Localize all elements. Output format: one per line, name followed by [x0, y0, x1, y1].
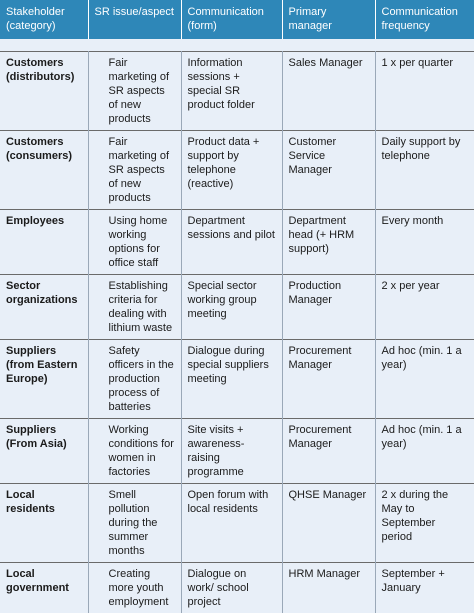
table-row: Suppliers (From Asia) Working conditions…	[0, 419, 474, 484]
table-row: Customers (distributors) Fair marketing …	[0, 52, 474, 131]
communication-form-cell: Site visits + awareness-raising programm…	[181, 419, 282, 484]
header-communication-form: Communication (form)	[181, 0, 282, 39]
issue-cell: Fair marketing of SR aspects of new prod…	[88, 131, 181, 210]
issue-cell: Fair marketing of SR aspects of new prod…	[88, 52, 181, 131]
issue-cell: Smell pollution during the summer months	[88, 484, 181, 563]
frequency-cell: 2 x during the May to September period	[375, 484, 474, 563]
table-body: Customers (distributors) Fair marketing …	[0, 39, 474, 613]
table-row: Sector organizations Establishing criter…	[0, 275, 474, 340]
frequency-cell: 2 x per year	[375, 275, 474, 340]
table-header: Stakeholder (category) SR issue/aspect C…	[0, 0, 474, 39]
stakeholder-cell: Local residents	[0, 484, 88, 563]
spacer-cell	[0, 39, 474, 52]
frequency-cell: Ad hoc (min. 1 a year)	[375, 340, 474, 419]
stakeholder-cell: Customers (consumers)	[0, 131, 88, 210]
communication-form-cell: Open forum with local residents	[181, 484, 282, 563]
stakeholder-cell: Suppliers (from Eastern Europe)	[0, 340, 88, 419]
manager-cell: Procurement Manager	[282, 340, 375, 419]
communication-form-cell: Information sessions + special SR produc…	[181, 52, 282, 131]
stakeholder-cell: Sector organizations	[0, 275, 88, 340]
stakeholder-cell: Customers (distributors)	[0, 52, 88, 131]
table-row: Customers (consumers) Fair marketing of …	[0, 131, 474, 210]
header-spacer	[0, 39, 474, 52]
frequency-cell: Daily support by telephone	[375, 131, 474, 210]
manager-cell: Department head (+ HRM support)	[282, 210, 375, 275]
frequency-cell: Every month	[375, 210, 474, 275]
header-issue: SR issue/aspect	[88, 0, 181, 39]
manager-cell: HRM Manager	[282, 563, 375, 613]
header-stakeholder: Stakeholder (category)	[0, 0, 88, 39]
issue-cell: Safety officers in the production proces…	[88, 340, 181, 419]
manager-cell: Sales Manager	[282, 52, 375, 131]
issue-cell: Working conditions for women in factorie…	[88, 419, 181, 484]
communication-form-cell: Product data + support by telephone (rea…	[181, 131, 282, 210]
table-row: Employees Using home working options for…	[0, 210, 474, 275]
manager-cell: Production Manager	[282, 275, 375, 340]
communication-form-cell: Dialogue during special suppliers meetin…	[181, 340, 282, 419]
communication-form-cell: Special sector working group meeting	[181, 275, 282, 340]
issue-cell: Using home working options for office st…	[88, 210, 181, 275]
table-row: Suppliers (from Eastern Europe) Safety o…	[0, 340, 474, 419]
frequency-cell: Ad hoc (min. 1 a year)	[375, 419, 474, 484]
frequency-cell: September + January	[375, 563, 474, 613]
communication-form-cell: Department sessions and pilot	[181, 210, 282, 275]
table-row: Local residents Smell pollution during t…	[0, 484, 474, 563]
frequency-cell: 1 x per quarter	[375, 52, 474, 131]
stakeholder-cell: Suppliers (From Asia)	[0, 419, 88, 484]
communication-form-cell: Dialogue on work/ school project	[181, 563, 282, 613]
manager-cell: Customer Service Manager	[282, 131, 375, 210]
manager-cell: QHSE Manager	[282, 484, 375, 563]
table-row: Local government Creating more youth emp…	[0, 563, 474, 613]
issue-cell: Establishing criteria for dealing with l…	[88, 275, 181, 340]
issue-cell: Creating more youth employment	[88, 563, 181, 613]
header-manager: Primary manager	[282, 0, 375, 39]
stakeholder-cell: Employees	[0, 210, 88, 275]
stakeholder-cell: Local government	[0, 563, 88, 613]
header-frequency: Communication frequency	[375, 0, 474, 39]
header-row: Stakeholder (category) SR issue/aspect C…	[0, 0, 474, 39]
manager-cell: Procurement Manager	[282, 419, 375, 484]
